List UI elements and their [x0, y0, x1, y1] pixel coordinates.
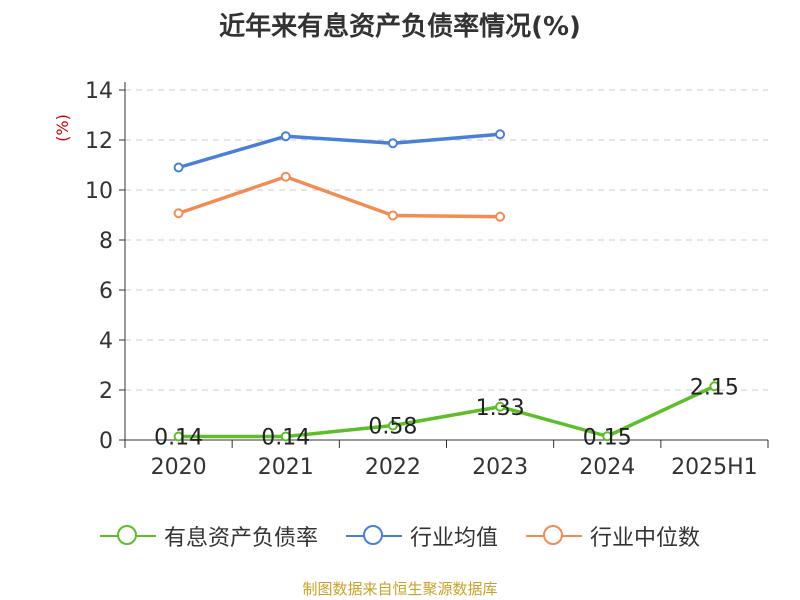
- data-point: [495, 129, 506, 140]
- y-tick-label: 0: [99, 429, 113, 454]
- x-tick-label: 2024: [579, 455, 635, 480]
- chart-title: 近年来有息资产负债率情况(%): [219, 12, 581, 42]
- data-point: [173, 208, 184, 219]
- y-axis-label: (%): [53, 114, 72, 142]
- y-tick-label: 14: [85, 79, 113, 104]
- data-point: [280, 171, 291, 182]
- series-line: [178, 132, 501, 170]
- series-line: [178, 175, 501, 219]
- data-label: 0.58: [368, 415, 417, 440]
- axis-layer: 0 2 4 6 8 10 12 14 (%) 2020 2021 2022 2023 2024 2025H1: [53, 79, 769, 480]
- x-tick-label: 2025H1: [671, 455, 758, 480]
- data-label: 1.33: [476, 396, 525, 421]
- x-tick-label: 2021: [258, 455, 314, 480]
- legend-item: 行业中位数: [526, 520, 700, 552]
- data-point: [387, 210, 398, 221]
- legend-marker-icon: [99, 521, 156, 551]
- data-point: [280, 131, 291, 142]
- legend-marker-icon: [345, 521, 402, 551]
- data-point: [173, 162, 184, 173]
- data-label: 0.15: [583, 425, 632, 450]
- x-tick-label: 2020: [151, 455, 207, 480]
- legend-marker-icon: [526, 521, 582, 551]
- x-tick-label: 2023: [472, 455, 528, 480]
- legend-item: 有息资产负债率: [99, 520, 318, 552]
- y-tick-label: 6: [99, 279, 113, 304]
- legend: 有息资产负债率 行业均值 行业中位数: [0, 520, 800, 552]
- grid-layer: [125, 89, 768, 391]
- series-line: [178, 384, 716, 439]
- legend-label: 行业均值: [409, 526, 498, 551]
- data-point: [495, 401, 506, 412]
- data-point: [495, 211, 506, 222]
- legend-label: 行业中位数: [590, 526, 701, 551]
- x-tick-label: 2022: [365, 455, 421, 480]
- series-layer: [173, 129, 720, 442]
- data-point: [387, 420, 398, 431]
- source-note: 制图数据来自恒生聚源数据库: [302, 580, 498, 598]
- legend-item: 行业均值: [345, 520, 498, 552]
- data-point: [280, 431, 291, 442]
- data-point: [709, 381, 720, 392]
- data-point: [602, 431, 613, 442]
- data-point: [387, 138, 398, 149]
- label-layer: 0.14 0.14 0.58 1.33 0.15 2.15: [154, 375, 739, 450]
- legend-label: 有息资产负债率: [163, 526, 318, 551]
- y-tick-label: 12: [85, 129, 113, 154]
- data-label: 2.15: [690, 375, 739, 400]
- y-tick-label: 10: [85, 179, 113, 204]
- data-point: [173, 431, 184, 442]
- y-tick-label: 4: [99, 329, 113, 354]
- data-label: 0.14: [154, 426, 203, 451]
- y-tick-label: 8: [99, 229, 113, 254]
- data-label: 0.14: [261, 426, 310, 451]
- y-tick-label: 2: [99, 379, 113, 404]
